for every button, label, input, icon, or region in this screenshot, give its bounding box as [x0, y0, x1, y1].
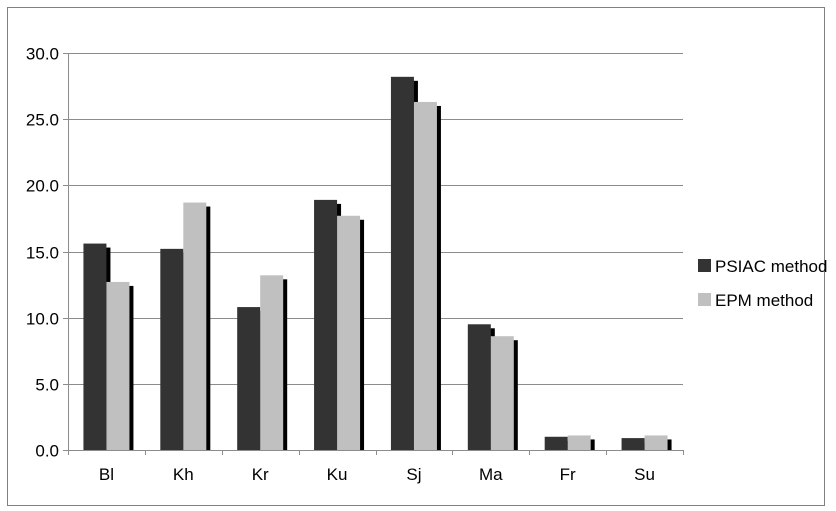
x-tick-label: Kr — [252, 465, 269, 484]
x-tick-label: Ma — [479, 465, 503, 484]
x-tick-label: Su — [634, 465, 655, 484]
bar-epm-method-bl — [106, 281, 130, 450]
y-tick-label: 25.0 — [26, 111, 59, 130]
bar-psiac-method-kr — [237, 307, 261, 450]
x-tick-label: Bl — [99, 465, 114, 484]
x-tick-label: Fr — [560, 465, 576, 484]
bar-epm-method-kh — [183, 202, 207, 450]
axes — [63, 53, 684, 455]
legend-label: EPM method — [715, 291, 813, 310]
legend-label: PSIAC method — [715, 257, 827, 276]
y-tick-labels: 0.0 5.0 10.0 15.0 20.0 25.0 30.0 — [26, 45, 59, 461]
bar-psiac-method-fr — [544, 436, 568, 450]
y-tick-label: 0.0 — [35, 442, 59, 461]
x-tick-label: Ku — [327, 465, 348, 484]
x-tick-label: Kh — [173, 465, 194, 484]
x-tick-label: Sj — [406, 465, 421, 484]
bar-psiac-method-su — [621, 438, 645, 450]
bar-psiac-method-ku — [314, 199, 338, 450]
y-tick-label: 15.0 — [26, 244, 59, 263]
y-tick-label: 10.0 — [26, 310, 59, 329]
bar-epm-method-fr — [567, 435, 591, 450]
bar-psiac-method-sj — [390, 76, 414, 450]
gridlines — [68, 53, 683, 385]
legend-swatch — [698, 259, 711, 272]
y-tick-label: 20.0 — [26, 177, 59, 196]
y-tick-label: 5.0 — [35, 376, 59, 395]
legend-swatch — [698, 293, 711, 306]
bar-psiac-method-kh — [160, 248, 184, 450]
bars — [83, 76, 672, 451]
y-tick-label: 30.0 — [26, 45, 59, 64]
bar-psiac-method-bl — [83, 243, 107, 450]
bar-epm-method-ku — [337, 215, 361, 450]
legend: PSIAC method EPM method — [698, 257, 827, 310]
bar-epm-method-kr — [260, 275, 284, 450]
bar-epm-method-ma — [490, 336, 514, 450]
x-tick-labels: Bl Kh Kr Ku Sj Ma Fr Su — [99, 465, 655, 484]
bar-epm-method-su — [644, 435, 668, 450]
bar-epm-method-sj — [413, 101, 437, 451]
bar-psiac-method-ma — [467, 324, 491, 450]
